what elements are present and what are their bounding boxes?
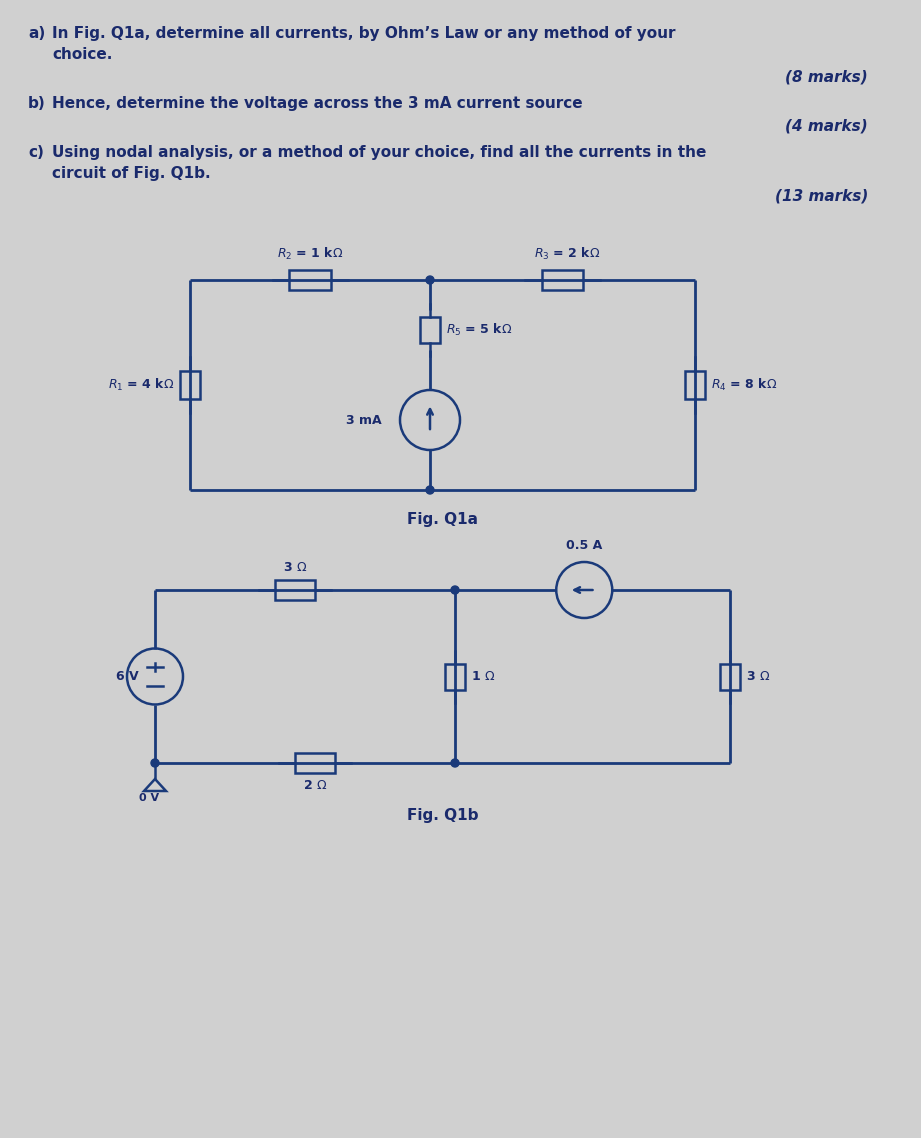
- Text: (4 marks): (4 marks): [786, 118, 868, 133]
- Text: Fig. Q1a: Fig. Q1a: [407, 512, 478, 527]
- Text: 3 mA: 3 mA: [346, 413, 382, 427]
- Circle shape: [151, 759, 159, 767]
- Circle shape: [426, 277, 434, 284]
- Text: 0 V: 0 V: [139, 793, 159, 803]
- Text: (13 marks): (13 marks): [775, 188, 868, 203]
- Text: Hence, determine the voltage across the 3 mA current source: Hence, determine the voltage across the …: [52, 96, 583, 112]
- Bar: [296, 753, 335, 773]
- Bar: [542, 270, 583, 290]
- Bar: [180, 371, 200, 399]
- Text: (8 marks): (8 marks): [786, 69, 868, 84]
- Bar: [420, 318, 440, 343]
- Text: a): a): [28, 26, 45, 41]
- Text: circuit of Fig. Q1b.: circuit of Fig. Q1b.: [52, 166, 211, 181]
- Text: $R_5$ = 5 k$\Omega$: $R_5$ = 5 k$\Omega$: [446, 322, 512, 338]
- Text: In Fig. Q1a, determine all currents, by Ohm’s Law or any method of your: In Fig. Q1a, determine all currents, by …: [52, 26, 675, 41]
- Text: $R_1$ = 4 k$\Omega$: $R_1$ = 4 k$\Omega$: [108, 377, 174, 393]
- Text: choice.: choice.: [52, 47, 112, 61]
- Circle shape: [451, 586, 459, 594]
- Text: b): b): [28, 96, 46, 112]
- Bar: [275, 580, 315, 600]
- Bar: [445, 663, 465, 690]
- Circle shape: [426, 486, 434, 494]
- Text: 1 $\Omega$: 1 $\Omega$: [471, 670, 495, 683]
- Text: 3 $\Omega$: 3 $\Omega$: [283, 561, 307, 574]
- Text: 6 V: 6 V: [116, 670, 139, 683]
- Bar: [685, 371, 705, 399]
- Text: $R_3$ = 2 k$\Omega$: $R_3$ = 2 k$\Omega$: [534, 246, 600, 262]
- Text: $R_4$ = 8 k$\Omega$: $R_4$ = 8 k$\Omega$: [711, 377, 777, 393]
- Text: Using nodal analysis, or a method of your choice, find all the currents in the: Using nodal analysis, or a method of you…: [52, 145, 706, 160]
- Text: $R_2$ = 1 k$\Omega$: $R_2$ = 1 k$\Omega$: [277, 246, 344, 262]
- Circle shape: [451, 759, 459, 767]
- Text: 3 $\Omega$: 3 $\Omega$: [746, 670, 770, 683]
- Bar: [720, 663, 740, 690]
- Text: Fig. Q1b: Fig. Q1b: [407, 808, 478, 823]
- Text: c): c): [28, 145, 44, 160]
- Text: 2 $\Omega$: 2 $\Omega$: [303, 780, 327, 792]
- Text: 0.5 A: 0.5 A: [566, 539, 602, 552]
- Bar: [289, 270, 331, 290]
